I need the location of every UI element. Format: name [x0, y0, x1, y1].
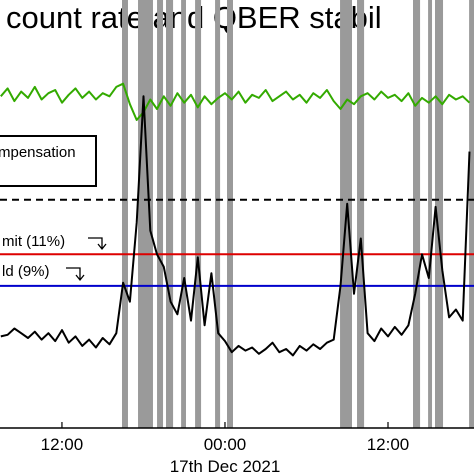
x-axis-label: 17th Dec 2021: [170, 457, 281, 474]
data-line: [0, 95, 471, 357]
annotation-arrow: [66, 267, 85, 282]
x-tick-label: 12:00: [367, 435, 410, 454]
annotation: mit (11%): [2, 233, 65, 250]
shaded-band: [357, 0, 365, 428]
plot-area: 12:00 00:00 12:00: [0, 0, 474, 454]
shaded-band: [166, 0, 174, 428]
x-tick-label: 00:00: [204, 435, 247, 454]
shaded-band: [227, 0, 233, 428]
shaded-band: [181, 0, 186, 428]
shaded-band: [469, 0, 474, 428]
legend-text: mpensation: [0, 144, 76, 161]
shaded-band: [157, 0, 164, 428]
shaded-band: [428, 0, 433, 428]
annotation-arrow: [88, 237, 107, 251]
shaded-band: [121, 0, 128, 428]
x-tick-label: 12:00: [41, 435, 84, 454]
data-line: [0, 82, 471, 121]
shaded-band: [195, 0, 202, 428]
annotation: ld (9%): [2, 263, 50, 280]
shaded-band: [413, 0, 421, 428]
shaded-band: [215, 0, 221, 428]
shaded-band: [435, 0, 444, 428]
shaded-band: [138, 0, 153, 428]
legend-box: [0, 135, 97, 187]
chart-title: count rate and QBER stabil: [6, 0, 382, 35]
